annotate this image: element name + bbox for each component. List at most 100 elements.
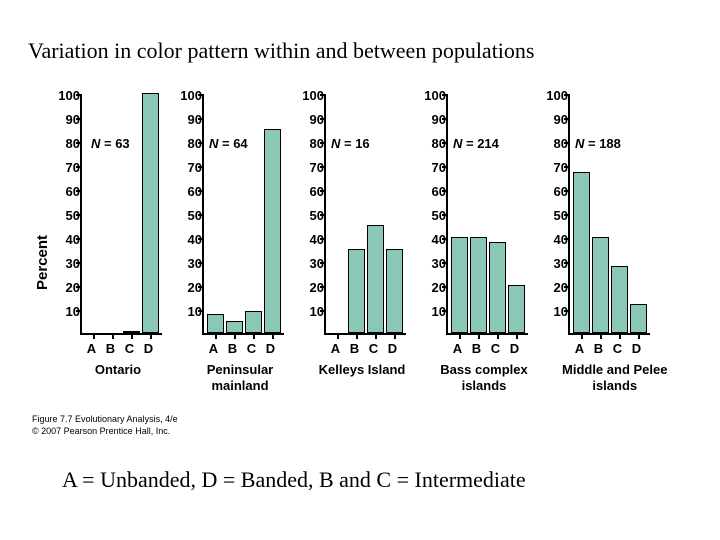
x-tick-mark <box>131 333 133 339</box>
panel-label: Ontario <box>74 362 162 378</box>
x-tick-label: B <box>590 341 607 356</box>
y-tick-mark <box>564 214 570 216</box>
y-tick-mark <box>198 238 204 240</box>
y-axis-label: Percent <box>34 235 51 290</box>
y-tick-mark <box>320 262 326 264</box>
y-tick-mark <box>320 166 326 168</box>
y-tick-mark <box>442 94 448 96</box>
x-tick-row: ABCD <box>324 341 406 356</box>
bar <box>489 242 506 333</box>
plot-area: N = 188 <box>568 95 650 335</box>
y-tick-mark <box>320 190 326 192</box>
x-tick-mark <box>150 333 152 339</box>
bar <box>226 321 243 333</box>
bar <box>611 266 628 333</box>
bar <box>264 129 281 333</box>
sample-size-label: N = 63 <box>91 136 130 151</box>
y-tick-mark <box>564 142 570 144</box>
y-tick-mark <box>442 238 448 240</box>
chart-panel: 100908070605040302010N = 188ABCDMiddle a… <box>540 95 667 395</box>
y-tick-mark <box>198 214 204 216</box>
x-tick-mark <box>581 333 583 339</box>
y-tick-mark <box>564 286 570 288</box>
y-tick-mark <box>320 286 326 288</box>
x-tick-mark <box>234 333 236 339</box>
panel-label: Kelleys Island <box>318 362 406 378</box>
y-tick-mark <box>76 142 82 144</box>
x-tick-mark <box>337 333 339 339</box>
x-tick-mark <box>253 333 255 339</box>
y-tick-mark <box>76 118 82 120</box>
sample-size-label: N = 214 <box>453 136 499 151</box>
x-tick-row: ABCD <box>446 341 528 356</box>
x-tick-label: A <box>83 341 100 356</box>
y-tick-mark <box>76 214 82 216</box>
attribution-text: Figure 7.7 Evolutionary Analysis, 4/e © … <box>32 413 178 437</box>
y-tick-mark <box>76 286 82 288</box>
x-tick-label: A <box>571 341 588 356</box>
attribution-line: Figure 7.7 Evolutionary Analysis, 4/e <box>32 413 178 425</box>
y-tick-mark <box>442 166 448 168</box>
bar <box>630 304 647 333</box>
x-tick-label: B <box>346 341 363 356</box>
x-tick-label: B <box>468 341 485 356</box>
x-tick-label: D <box>140 341 157 356</box>
bar <box>142 93 159 333</box>
x-tick-mark <box>516 333 518 339</box>
chart-panel: 100908070605040302010N = 16ABCDKelleys I… <box>296 95 406 395</box>
x-tick-label: B <box>102 341 119 356</box>
panel-label: Middle and Peleeislands <box>562 362 667 395</box>
y-tick-mark <box>564 238 570 240</box>
y-tick-mark <box>76 190 82 192</box>
bar <box>470 237 487 333</box>
y-tick-mark <box>198 142 204 144</box>
y-tick-mark <box>198 94 204 96</box>
x-tick-mark <box>375 333 377 339</box>
x-tick-mark <box>497 333 499 339</box>
x-tick-label: C <box>609 341 626 356</box>
panel-label: Bass complexislands <box>440 362 528 395</box>
attribution-line: © 2007 Pearson Prentice Hall, Inc. <box>32 425 178 437</box>
sample-size-label: N = 16 <box>331 136 370 151</box>
bar <box>348 249 365 333</box>
x-tick-label: C <box>487 341 504 356</box>
y-tick-mark <box>76 166 82 168</box>
x-tick-mark <box>619 333 621 339</box>
y-tick-mark <box>198 310 204 312</box>
x-tick-label: C <box>243 341 260 356</box>
y-tick-mark <box>320 142 326 144</box>
chart-panel: 100908070605040302010N = 63ABCDOntario <box>52 95 162 395</box>
bar <box>508 285 525 333</box>
x-tick-label: A <box>205 341 222 356</box>
y-tick-mark <box>564 94 570 96</box>
plot-area: N = 63 <box>80 95 162 335</box>
x-tick-label: D <box>506 341 523 356</box>
sample-size-label: N = 188 <box>575 136 621 151</box>
bar <box>592 237 609 333</box>
y-tick-mark <box>564 262 570 264</box>
panel-label: Peninsularmainland <box>196 362 284 395</box>
sample-size-label: N = 64 <box>209 136 248 151</box>
y-tick-mark <box>320 238 326 240</box>
bar <box>451 237 468 333</box>
y-tick-mark <box>442 214 448 216</box>
y-tick-mark <box>320 214 326 216</box>
plot-area: N = 16 <box>324 95 406 335</box>
legend-caption: A = Unbanded, D = Banded, B and C = Inte… <box>62 467 526 493</box>
x-tick-mark <box>272 333 274 339</box>
x-tick-mark <box>478 333 480 339</box>
plot-area: N = 214 <box>446 95 528 335</box>
x-tick-mark <box>112 333 114 339</box>
y-tick-mark <box>442 286 448 288</box>
y-tick-mark <box>198 118 204 120</box>
bar <box>573 172 590 333</box>
x-tick-mark <box>600 333 602 339</box>
y-tick-mark <box>76 310 82 312</box>
chart-panel: 100908070605040302010N = 214ABCDBass com… <box>418 95 528 395</box>
chart-panel: 100908070605040302010N = 64ABCDPeninsula… <box>174 95 284 395</box>
x-tick-row: ABCD <box>202 341 284 356</box>
y-tick-mark <box>198 190 204 192</box>
y-tick-mark <box>76 238 82 240</box>
x-tick-label: C <box>121 341 138 356</box>
y-tick-mark <box>442 262 448 264</box>
